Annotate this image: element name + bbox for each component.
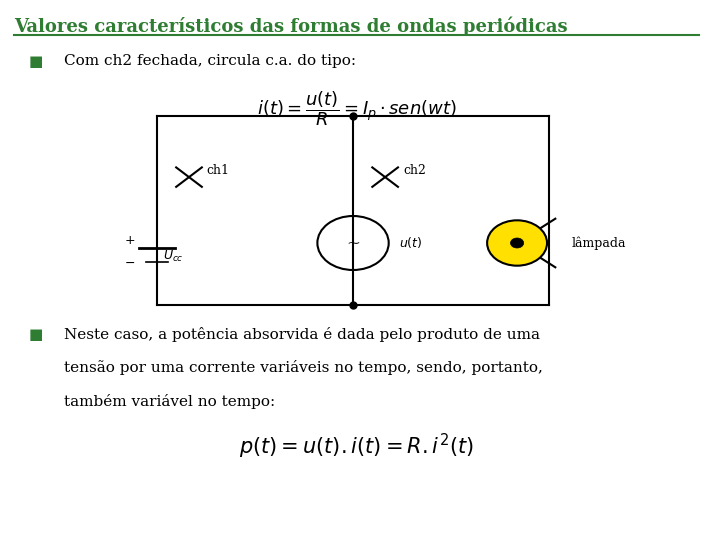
Text: ■: ■	[29, 54, 43, 69]
Text: ch1: ch1	[207, 164, 230, 177]
Text: ch2: ch2	[403, 164, 426, 177]
Text: ■: ■	[29, 327, 43, 342]
Text: Neste caso, a potência absorvida é dada pelo produto de uma: Neste caso, a potência absorvida é dada …	[64, 327, 540, 342]
Text: −: −	[125, 256, 135, 269]
Text: $p(t) = u(t).i(t) = R.i^2(t)$: $p(t) = u(t).i(t) = R.i^2(t)$	[239, 432, 474, 461]
Text: $U_{cc}$: $U_{cc}$	[163, 249, 184, 264]
Text: $i(t) = \dfrac{u(t)}{R} = I_p \cdot sen(wt)$: $i(t) = \dfrac{u(t)}{R} = I_p \cdot sen(…	[257, 89, 456, 128]
Text: tensão por uma corrente variáveis no tempo, sendo, portanto,: tensão por uma corrente variáveis no tem…	[64, 360, 543, 375]
Circle shape	[510, 238, 523, 248]
Text: +: +	[125, 234, 135, 247]
Text: Com ch2 fechada, circula c.a. do tipo:: Com ch2 fechada, circula c.a. do tipo:	[64, 54, 356, 68]
Text: $u(t)$: $u(t)$	[400, 235, 423, 251]
Circle shape	[487, 220, 547, 266]
Text: lâmpada: lâmpada	[572, 237, 626, 249]
Text: ~: ~	[346, 234, 360, 252]
Text: Valores característicos das formas de ondas periódicas: Valores característicos das formas de on…	[14, 16, 568, 36]
Text: também variável no tempo:: também variável no tempo:	[64, 394, 276, 409]
